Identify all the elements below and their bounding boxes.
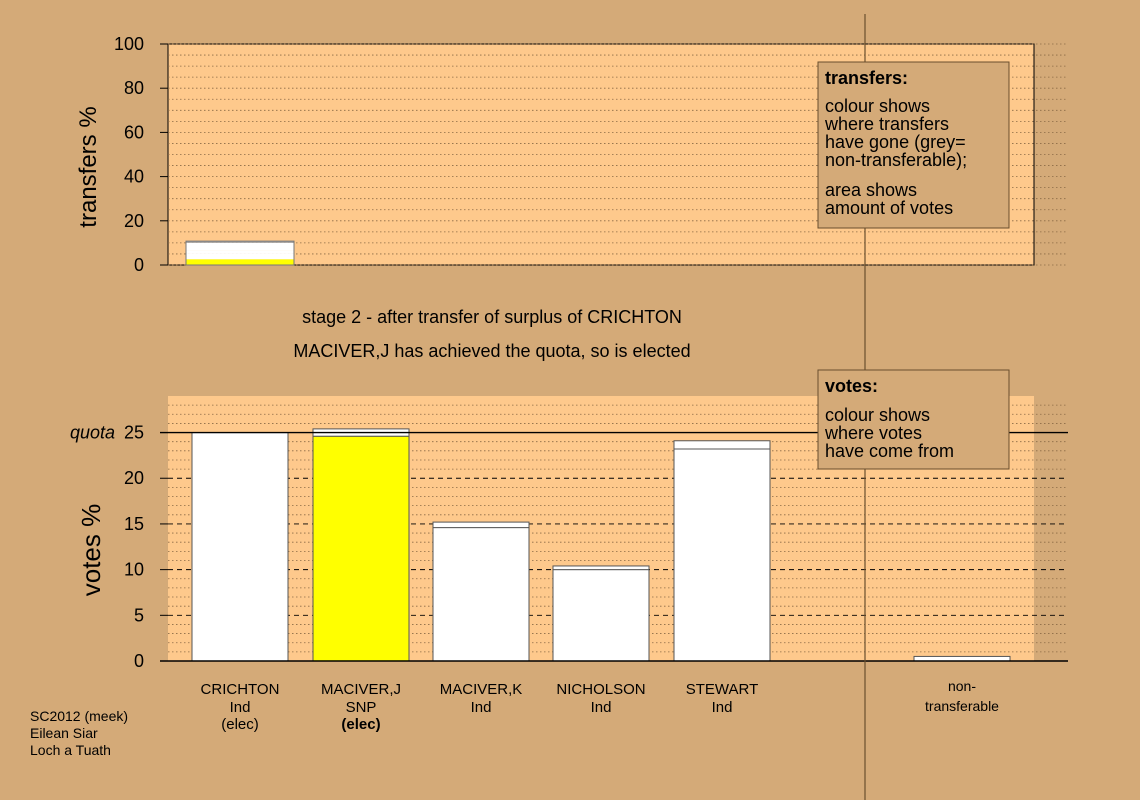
transfers-legend-title: transfers: — [825, 68, 908, 88]
non-transferable-label: non- — [948, 678, 976, 694]
transfers-y-tick-label: 20 — [124, 211, 144, 231]
transfers-y-tick-label: 80 — [124, 78, 144, 98]
votes-legend-text-1: colour shows — [825, 405, 930, 425]
footer-ward: Loch a Tuath — [30, 742, 111, 758]
footer-election: SC2012 (meek) — [30, 708, 128, 724]
candidate-name-label: STEWART — [686, 681, 759, 698]
footer-council: Eilean Siar — [30, 725, 98, 741]
transfers-legend-text-2: where transfers — [824, 114, 949, 134]
votes-y-tick-label: 25 — [124, 423, 144, 443]
transfers-y-tick-label: 0 — [134, 255, 144, 275]
transfers-y-label: transfers % — [75, 106, 102, 227]
candidate-name-label: NICHOLSON — [556, 681, 645, 698]
transfer-bar-outline — [185, 240, 295, 266]
transfers-legend: transfers: colour shows where transfers … — [817, 61, 1010, 229]
candidate-name-label: MACIVER,K — [440, 681, 523, 698]
transfers-y-tick-label: 40 — [124, 167, 144, 187]
vote-bar-transfer — [673, 440, 771, 450]
transfers-legend-text-4: non-transferable); — [825, 150, 967, 170]
vote-bar-base — [673, 448, 771, 662]
vote-bar-base — [432, 527, 530, 662]
candidate-party-label: Ind — [591, 699, 612, 716]
transfers-legend-text-6: amount of votes — [825, 198, 953, 218]
candidate-party-label: SNP — [346, 699, 377, 716]
vote-bar-base — [191, 432, 289, 662]
quota-label: quota — [70, 423, 115, 443]
votes-y-tick-label: 20 — [124, 468, 144, 488]
candidate-party-label: Ind — [471, 699, 492, 716]
votes-bars — [191, 428, 1011, 662]
candidate-elected-label: (elec) — [221, 716, 259, 733]
transfers-bars — [185, 240, 295, 266]
votes-y-tick-label: 10 — [124, 560, 144, 580]
votes-y-tick-label: 15 — [124, 514, 144, 534]
stage-subtitle: stage 2 - after transfer of surplus of C… — [302, 307, 682, 327]
vote-bar-transfer — [552, 565, 650, 571]
transfers-legend-text-1: colour shows — [825, 96, 930, 116]
candidate-party-label: Ind — [230, 699, 251, 716]
transfers-y-tick-label: 100 — [114, 34, 144, 54]
vote-bar-base — [552, 569, 650, 662]
votes-x-labels: CRICHTONInd(elec)MACIVER,JSNP(elec)MACIV… — [201, 678, 1000, 733]
votes-y-label: votes % — [76, 504, 106, 597]
votes-legend-title: votes: — [825, 376, 878, 396]
votes-y-tick-label: 5 — [134, 605, 144, 625]
transfer-segment — [186, 242, 294, 251]
transfer-segment — [186, 259, 294, 265]
votes-y-ticks: 0 5 10 15 20 25 — [124, 423, 168, 671]
non-transferable-label: transferable — [925, 698, 999, 714]
transfer-segment — [186, 241, 294, 243]
vote-bar-base — [312, 435, 410, 662]
transfer-segment — [186, 250, 294, 254]
candidate-name-label: CRICHTON — [201, 681, 280, 698]
candidate-party-label: Ind — [712, 699, 733, 716]
candidate-name-label: MACIVER,J — [321, 681, 401, 698]
candidate-elected-label: (elec) — [341, 716, 380, 733]
transfers-legend-box — [817, 61, 1010, 229]
votes-legend-text-3: have come from — [825, 441, 954, 461]
transfers-y-ticks: 0 20 40 60 80 100 — [114, 34, 168, 275]
vote-bar-transfer — [432, 521, 530, 529]
transfers-legend-text-3: have gone (grey= — [825, 132, 966, 152]
transfers-legend-text-5: area shows — [825, 180, 917, 200]
votes-y-tick-label: 0 — [134, 651, 144, 671]
elected-notice: MACIVER,J has achieved the quota, so is … — [293, 341, 690, 361]
votes-legend-text-2: where votes — [824, 423, 922, 443]
transfer-segment — [186, 253, 294, 260]
transfers-y-tick-label: 60 — [124, 122, 144, 142]
votes-legend-box — [817, 369, 1010, 470]
votes-legend: votes: colour shows where votes have com… — [817, 369, 1010, 470]
